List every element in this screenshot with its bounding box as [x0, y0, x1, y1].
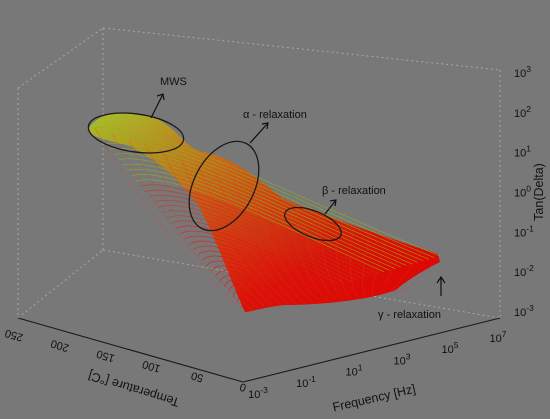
frequency-tick-2: 101 [346, 363, 363, 379]
annotation-labels: MWS α - relaxation β - relaxation γ - re… [160, 76, 441, 321]
mws-ellipse [87, 112, 185, 154]
mws-label: MWS [160, 76, 187, 88]
frequency-ticks: 10-3 10-1 101 103 105 107 [248, 329, 507, 401]
mesh-line [153, 200, 362, 279]
tan-delta-tick-0: 10-3 [514, 303, 534, 319]
mesh-line [319, 211, 343, 300]
mesh-line [394, 255, 441, 293]
surface-fill [88, 112, 440, 312]
beta-arrow [324, 199, 337, 215]
tan-delta-tick-3: 100 [514, 184, 531, 200]
alpha-label: α - relaxation [243, 109, 307, 121]
mesh-line [188, 240, 318, 292]
frequency-axis-title: Frequency [Hz] [331, 382, 417, 415]
beta-label: β - relaxation [322, 185, 386, 197]
tan-delta-axis-title: Tan(Delta) [532, 163, 546, 221]
mesh-line [237, 293, 257, 309]
mesh-line [149, 194, 368, 277]
mesh-line [215, 270, 284, 301]
mesh-line [127, 168, 396, 269]
tan-delta-tick-4: 101 [514, 144, 531, 160]
mesh-line [136, 179, 385, 273]
mesh-line [250, 185, 313, 304]
mesh-line [94, 127, 246, 313]
mesh-line [184, 235, 323, 290]
tan-delta-tick-6: 103 [514, 64, 531, 80]
surface [88, 112, 441, 313]
alpha-ellipse [188, 140, 260, 232]
mesh-line [114, 153, 413, 265]
beta-ellipse [284, 206, 342, 242]
frequency-tick-4: 105 [442, 340, 459, 356]
mesh-line [228, 284, 268, 306]
mesh-line [175, 225, 334, 287]
gamma-label: γ - relaxation [378, 309, 441, 321]
temperature-axis-title: Temperature [°C] [87, 368, 182, 409]
mesh-line [181, 159, 283, 308]
mesh-line [210, 265, 290, 300]
mesh-line [350, 223, 358, 298]
frequency-tick-0: 10-3 [248, 385, 268, 401]
mesh-line [158, 205, 357, 281]
mesh-line [267, 191, 321, 303]
temperature-tick-1: 50 [190, 369, 205, 384]
frequency-tick-1: 10-1 [296, 374, 316, 390]
temperature-ticks: 0 50 100 150 200 250 [4, 326, 248, 393]
mesh-line [140, 184, 379, 274]
mesh-line [100, 137, 429, 260]
mesh-line [129, 140, 261, 311]
mesh-line [193, 245, 312, 293]
mesh-line [180, 230, 329, 289]
annotation-arrows [150, 93, 446, 296]
tan-delta-tick-5: 102 [514, 104, 531, 120]
temperature-tick-2: 100 [141, 358, 162, 375]
mesh-line [146, 147, 268, 310]
mesh-line [241, 297, 253, 311]
mesh-line [96, 132, 435, 258]
temperature-tick-5: 250 [4, 326, 25, 343]
mesh-line [379, 243, 406, 295]
mesh-line [91, 127, 441, 257]
mesh-line [232, 179, 306, 305]
mesh-line [198, 166, 291, 307]
mws-arrow [150, 93, 165, 119]
temperature-tick-0: 0 [238, 380, 247, 393]
mesh-line [162, 210, 351, 282]
mesh-line [112, 134, 253, 312]
mesh-line [197, 250, 307, 295]
mesh-line [224, 279, 273, 304]
mesh-line [171, 220, 340, 285]
mesh-line [215, 172, 298, 306]
mesh-line [301, 204, 336, 301]
tan-delta-tick-2: 10-1 [514, 223, 534, 239]
front-axes [17, 317, 501, 383]
temperature-tick-3: 150 [95, 347, 116, 364]
mesh-line [362, 230, 372, 297]
annotation-ellipses [87, 112, 342, 242]
frequency-tick-5: 107 [490, 329, 507, 345]
temperature-tick-4: 200 [49, 337, 70, 354]
mesh-line [335, 217, 351, 299]
mesh-line [166, 215, 346, 284]
mesh-line [144, 189, 374, 276]
mesh-line [387, 249, 423, 294]
mesh-line [219, 275, 279, 303]
mesh-line [163, 153, 276, 309]
mesh-line [372, 236, 389, 296]
tan-delta-tick-1: 10-2 [514, 263, 534, 279]
frequency-tick-3: 103 [394, 351, 411, 367]
surface-mesh [91, 127, 441, 313]
alpha-arrow [249, 122, 269, 144]
mesh-line [118, 158, 407, 266]
tan-delta-ticks: 10-3 10-2 10-1 100 101 102 103 [514, 64, 534, 319]
gamma-arrow [436, 275, 446, 296]
mesh-line [284, 198, 328, 302]
mesh-line [105, 142, 424, 262]
